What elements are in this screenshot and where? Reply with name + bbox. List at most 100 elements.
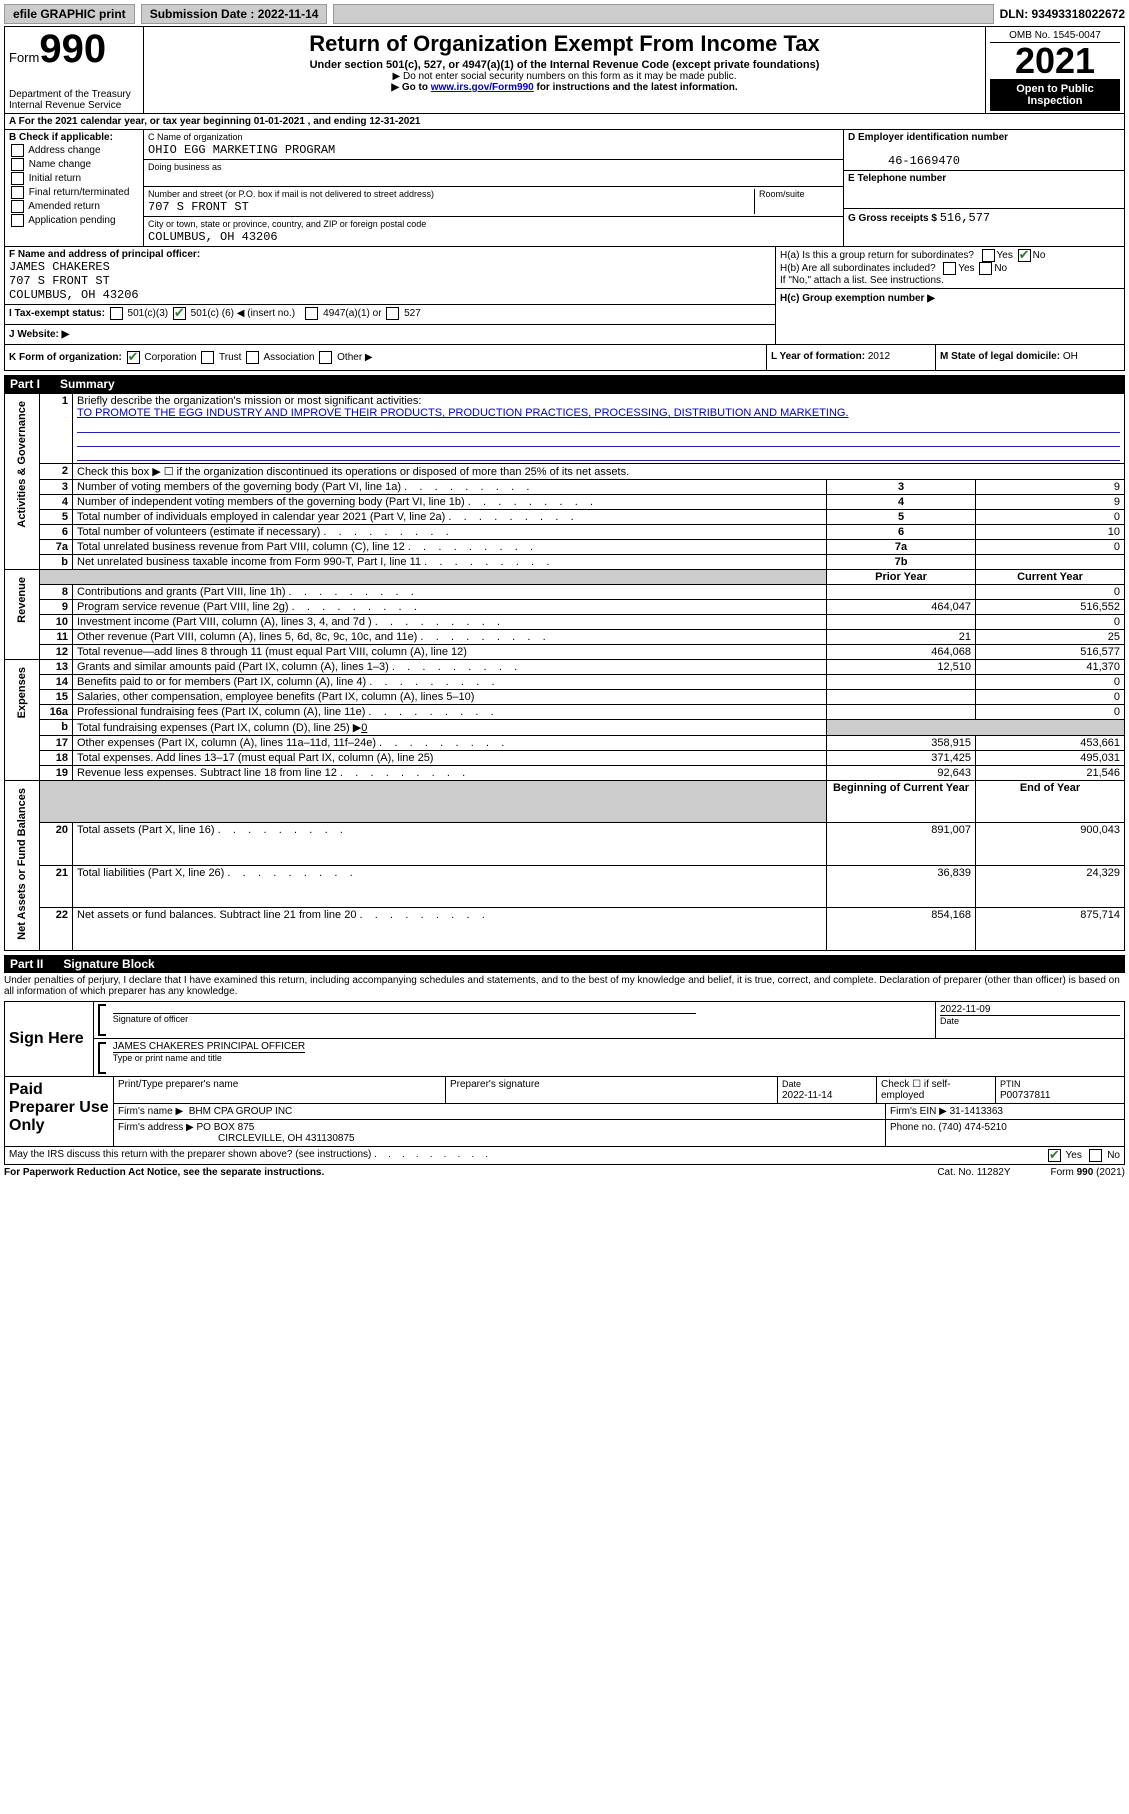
- pra-notice: For Paperwork Reduction Act Notice, see …: [4, 1167, 324, 1178]
- org-city: COLUMBUS, OH 43206: [148, 230, 278, 244]
- column-b-checkboxes: B Check if applicable: Address change Na…: [5, 130, 144, 246]
- k-label: K Form of organization:: [9, 352, 122, 363]
- row-a-tax-year: A For the 2021 calendar year, or tax yea…: [4, 114, 1125, 130]
- v5: 0: [976, 510, 1125, 525]
- v4: 9: [976, 495, 1125, 510]
- hdr-curr: Current Year: [976, 570, 1125, 585]
- gross-label: G Gross receipts $: [848, 213, 937, 224]
- ein-value: 46-1669470: [848, 154, 960, 168]
- note2-pre: ▶ Go to: [391, 82, 430, 93]
- top-bar: efile GRAPHIC print Submission Date : 20…: [4, 4, 1125, 24]
- org-address: 707 S FRONT ST: [148, 200, 249, 214]
- cb-hb-yes[interactable]: [943, 262, 956, 275]
- line19: Revenue less expenses. Subtract line 18 …: [73, 766, 827, 781]
- cb-name-change[interactable]: [11, 158, 24, 171]
- hdr-beg: Beginning of Current Year: [827, 781, 976, 823]
- p11: 21: [827, 630, 976, 645]
- k-trust: Trust: [219, 352, 241, 363]
- form-header: Form990 Department of the Treasury Inter…: [4, 26, 1125, 114]
- cb-ha-yes[interactable]: [982, 249, 995, 262]
- cb-address-change[interactable]: [11, 144, 24, 157]
- ha-label: H(a) Is this a group return for subordin…: [780, 250, 974, 261]
- cb-corp[interactable]: [127, 351, 140, 364]
- cb-label: Name change: [29, 159, 91, 170]
- cb-amended[interactable]: [11, 200, 24, 213]
- line21: Total liabilities (Part X, line 26): [73, 865, 827, 907]
- c9: 516,552: [976, 600, 1125, 615]
- open-to-public: Open to Public Inspection: [990, 79, 1120, 111]
- discuss-text: May the IRS discuss this return with the…: [9, 1149, 488, 1162]
- p15: [827, 690, 976, 705]
- part2-label: Part II: [10, 957, 43, 971]
- cb-trust[interactable]: [201, 351, 214, 364]
- i-527: 527: [404, 308, 421, 319]
- cb-app-pending[interactable]: [11, 214, 24, 227]
- column-d-e-g: D Employer identification number 46-1669…: [843, 130, 1124, 246]
- org-name: OHIO EGG MARKETING PROGRAM: [148, 143, 335, 157]
- part2-header: Part II Signature Block: [4, 955, 1125, 973]
- line18: Total expenses. Add lines 13–17 (must eq…: [73, 751, 827, 766]
- line12: Total revenue—add lines 8 through 11 (mu…: [73, 645, 827, 660]
- line20: Total assets (Part X, line 16): [73, 823, 827, 865]
- paid-preparer-block: Paid Preparer Use Only Print/Type prepar…: [4, 1077, 1125, 1147]
- cb-initial-return[interactable]: [11, 172, 24, 185]
- cb-501c-other[interactable]: [173, 307, 186, 320]
- cb-501c3[interactable]: [110, 307, 123, 320]
- line11: Other revenue (Part VIII, column (A), li…: [73, 630, 827, 645]
- cb-other[interactable]: [319, 351, 332, 364]
- v3: 9: [976, 480, 1125, 495]
- cb-527[interactable]: [386, 307, 399, 320]
- p16a: [827, 705, 976, 720]
- cb-final-return[interactable]: [11, 186, 24, 199]
- shade16b: [827, 720, 1125, 736]
- vtab-activities: Activities & Governance: [5, 394, 40, 570]
- sig-officer-label: Signature of officer: [113, 1014, 188, 1024]
- c14: 0: [976, 675, 1125, 690]
- p10: [827, 615, 976, 630]
- line10: Investment income (Part VIII, column (A)…: [73, 615, 827, 630]
- entity-block: B Check if applicable: Address change Na…: [4, 130, 1125, 247]
- c18: 495,031: [976, 751, 1125, 766]
- p9: 464,047: [827, 600, 976, 615]
- form-prefix: Form: [9, 50, 39, 65]
- cb-label: Final return/terminated: [29, 187, 130, 198]
- cb-4947[interactable]: [305, 307, 318, 320]
- cat-no: Cat. No. 11282Y: [937, 1167, 1010, 1178]
- p-sig-label: Preparer's signature: [446, 1077, 778, 1103]
- name-label: C Name of organization: [148, 132, 243, 142]
- city-label: City or town, state or province, country…: [148, 219, 426, 229]
- efile-button[interactable]: efile GRAPHIC print: [4, 4, 135, 24]
- v6: 10: [976, 525, 1125, 540]
- p19: 92,643: [827, 766, 976, 781]
- p18: 371,425: [827, 751, 976, 766]
- room-label: Room/suite: [759, 189, 805, 199]
- line16b: Total fundraising expenses (Part IX, col…: [73, 720, 827, 736]
- cb-hb-no[interactable]: [979, 262, 992, 275]
- gross-receipts: 516,577: [940, 211, 990, 225]
- cb-discuss-no[interactable]: [1089, 1149, 1102, 1162]
- summary-table: Activities & Governance 1 Briefly descri…: [4, 393, 1125, 951]
- irs-link[interactable]: www.irs.gov/Form990: [431, 82, 534, 93]
- form-footer: Form 990 (2021): [1051, 1167, 1125, 1178]
- line7a: Total unrelated business revenue from Pa…: [73, 540, 827, 555]
- mission-link[interactable]: TO PROMOTE THE EGG INDUSTRY AND IMPROVE …: [77, 407, 849, 419]
- line15: Salaries, other compensation, employee b…: [73, 690, 827, 705]
- cb-label: Address change: [28, 145, 100, 156]
- note2-post: for instructions and the latest informat…: [534, 82, 738, 93]
- submission-date-button[interactable]: Submission Date : 2022-11-14: [141, 4, 328, 24]
- line22: Net assets or fund balances. Subtract li…: [73, 908, 827, 950]
- k-corp: Corporation: [144, 352, 196, 363]
- note-link-line: ▶ Go to www.irs.gov/Form990 for instruct…: [148, 82, 981, 93]
- line16a: Professional fundraising fees (Part IX, …: [73, 705, 827, 720]
- year-column: OMB No. 1545-0047 2021 Open to Public In…: [986, 27, 1124, 113]
- i-post: ) ◀ (insert no.): [231, 308, 295, 319]
- part1-title: Summary: [60, 377, 115, 391]
- cb-assoc[interactable]: [246, 351, 259, 364]
- form-number-block: Form990 Department of the Treasury Inter…: [5, 27, 144, 113]
- c21: 24,329: [976, 865, 1125, 907]
- sig-officer-cell: Signature of officer: [94, 1002, 936, 1038]
- cb-ha-no[interactable]: [1018, 249, 1031, 262]
- addr-label: Number and street (or P.O. box if mail i…: [148, 189, 434, 199]
- cb-discuss-yes[interactable]: [1048, 1149, 1061, 1162]
- officer-addr1: 707 S FRONT ST: [9, 274, 110, 288]
